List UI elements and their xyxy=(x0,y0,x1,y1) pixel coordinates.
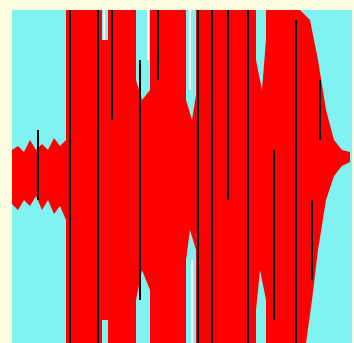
waveform-burst xyxy=(66,10,102,343)
waveform-gap xyxy=(136,80,150,300)
waveform-burst xyxy=(150,10,186,343)
waveform-burst xyxy=(102,40,108,320)
waveform-view xyxy=(0,0,354,343)
page: {} html, body { margin: 0; padding: 0; w… xyxy=(0,0,354,343)
page-body xyxy=(0,0,354,343)
waveform-burst xyxy=(266,10,300,343)
